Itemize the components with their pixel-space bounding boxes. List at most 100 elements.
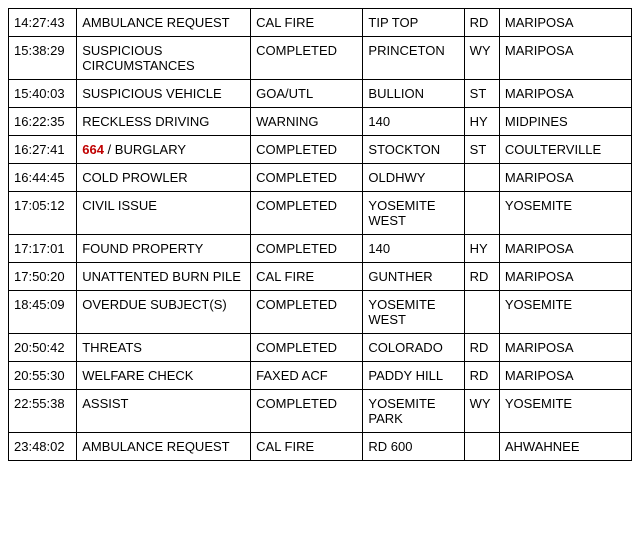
cell-suffix: HY — [464, 108, 499, 136]
cell-location: OLDHWY — [363, 164, 464, 192]
cell-suffix — [464, 164, 499, 192]
cell-suffix: RD — [464, 263, 499, 291]
cell-area: MARIPOSA — [499, 164, 631, 192]
cell-type: COLD PROWLER — [77, 164, 251, 192]
cell-time: 16:27:41 — [9, 136, 77, 164]
cell-location: YOSEMITE PARK — [363, 390, 464, 433]
incident-code: 664 — [82, 142, 104, 157]
table-row: 16:22:35RECKLESS DRIVINGWARNING140HYMIDP… — [9, 108, 632, 136]
cell-type: CIVIL ISSUE — [77, 192, 251, 235]
cell-status: COMPLETED — [251, 192, 363, 235]
table-row: 17:05:12CIVIL ISSUECOMPLETEDYOSEMITE WES… — [9, 192, 632, 235]
table-row: 16:27:41664 / BURGLARYCOMPLETEDSTOCKTONS… — [9, 136, 632, 164]
cell-type: 664 / BURGLARY — [77, 136, 251, 164]
cell-suffix: WY — [464, 37, 499, 80]
cell-status: FAXED ACF — [251, 362, 363, 390]
table-row: 14:27:43AMBULANCE REQUESTCAL FIRETIP TOP… — [9, 9, 632, 37]
dispatch-log-table: 14:27:43AMBULANCE REQUESTCAL FIRETIP TOP… — [8, 8, 632, 461]
cell-type: WELFARE CHECK — [77, 362, 251, 390]
cell-type: THREATS — [77, 334, 251, 362]
cell-area: MARIPOSA — [499, 37, 631, 80]
cell-suffix: ST — [464, 80, 499, 108]
cell-type: UNATTENTED BURN PILE — [77, 263, 251, 291]
cell-location: 140 — [363, 235, 464, 263]
cell-time: 16:44:45 — [9, 164, 77, 192]
cell-time: 14:27:43 — [9, 9, 77, 37]
cell-type: AMBULANCE REQUEST — [77, 433, 251, 461]
cell-type: AMBULANCE REQUEST — [77, 9, 251, 37]
cell-status: CAL FIRE — [251, 263, 363, 291]
cell-location: PRINCETON — [363, 37, 464, 80]
cell-status: COMPLETED — [251, 235, 363, 263]
cell-area: YOSEMITE — [499, 390, 631, 433]
cell-time: 20:50:42 — [9, 334, 77, 362]
cell-time: 17:05:12 — [9, 192, 77, 235]
cell-area: MARIPOSA — [499, 334, 631, 362]
table-row: 15:40:03SUSPICIOUS VEHICLEGOA/UTLBULLION… — [9, 80, 632, 108]
cell-location: BULLION — [363, 80, 464, 108]
cell-area: MIDPINES — [499, 108, 631, 136]
cell-suffix — [464, 192, 499, 235]
table-row: 15:38:29SUSPICIOUS CIRCUMSTANCESCOMPLETE… — [9, 37, 632, 80]
cell-area: MARIPOSA — [499, 235, 631, 263]
table-row: 18:45:09OVERDUE SUBJECT(S)COMPLETEDYOSEM… — [9, 291, 632, 334]
cell-area: MARIPOSA — [499, 263, 631, 291]
cell-time: 17:17:01 — [9, 235, 77, 263]
cell-time: 15:38:29 — [9, 37, 77, 80]
cell-time: 23:48:02 — [9, 433, 77, 461]
table-row: 20:55:30WELFARE CHECKFAXED ACFPADDY HILL… — [9, 362, 632, 390]
table-row: 22:55:38ASSISTCOMPLETEDYOSEMITE PARKWYYO… — [9, 390, 632, 433]
cell-area: MARIPOSA — [499, 362, 631, 390]
cell-time: 15:40:03 — [9, 80, 77, 108]
cell-time: 20:55:30 — [9, 362, 77, 390]
cell-area: YOSEMITE — [499, 192, 631, 235]
cell-status: CAL FIRE — [251, 433, 363, 461]
cell-location: YOSEMITE WEST — [363, 192, 464, 235]
cell-area: COULTERVILLE — [499, 136, 631, 164]
cell-time: 17:50:20 — [9, 263, 77, 291]
cell-type: RECKLESS DRIVING — [77, 108, 251, 136]
cell-status: COMPLETED — [251, 291, 363, 334]
cell-location: PADDY HILL — [363, 362, 464, 390]
cell-location: TIP TOP — [363, 9, 464, 37]
cell-area: YOSEMITE — [499, 291, 631, 334]
cell-status: COMPLETED — [251, 334, 363, 362]
cell-suffix: WY — [464, 390, 499, 433]
cell-location: COLORADO — [363, 334, 464, 362]
cell-suffix: HY — [464, 235, 499, 263]
cell-time: 16:22:35 — [9, 108, 77, 136]
table-row: 16:44:45COLD PROWLERCOMPLETEDOLDHWY MARIP… — [9, 164, 632, 192]
cell-status: COMPLETED — [251, 164, 363, 192]
table-row: 17:50:20UNATTENTED BURN PILECAL FIREGUNT… — [9, 263, 632, 291]
cell-location: GUNTHER — [363, 263, 464, 291]
cell-location: RD 600 — [363, 433, 464, 461]
cell-type: SUSPICIOUS CIRCUMSTANCES — [77, 37, 251, 80]
cell-area: MARIPOSA — [499, 9, 631, 37]
cell-status: WARNING — [251, 108, 363, 136]
cell-location: 140 — [363, 108, 464, 136]
cell-time: 22:55:38 — [9, 390, 77, 433]
table-row: 20:50:42THREATSCOMPLETEDCOLORADORDMARIPO… — [9, 334, 632, 362]
cell-time: 18:45:09 — [9, 291, 77, 334]
cell-area: MARIPOSA — [499, 80, 631, 108]
cell-status: CAL FIRE — [251, 9, 363, 37]
table-row: 17:17:01FOUND PROPERTYCOMPLETED140HYMARI… — [9, 235, 632, 263]
cell-status: COMPLETED — [251, 136, 363, 164]
cell-suffix: RD — [464, 334, 499, 362]
cell-suffix — [464, 291, 499, 334]
table-row: 23:48:02AMBULANCE REQUESTCAL FIRERD 600 A… — [9, 433, 632, 461]
dispatch-log-body: 14:27:43AMBULANCE REQUESTCAL FIRETIP TOP… — [9, 9, 632, 461]
cell-type: FOUND PROPERTY — [77, 235, 251, 263]
cell-type: ASSIST — [77, 390, 251, 433]
cell-area: AHWAHNEE — [499, 433, 631, 461]
cell-location: STOCKTON — [363, 136, 464, 164]
cell-location: YOSEMITE WEST — [363, 291, 464, 334]
cell-status: COMPLETED — [251, 390, 363, 433]
cell-suffix: RD — [464, 362, 499, 390]
incident-type-rest: / BURGLARY — [104, 142, 186, 157]
cell-suffix: RD — [464, 9, 499, 37]
cell-type: SUSPICIOUS VEHICLE — [77, 80, 251, 108]
cell-suffix: ST — [464, 136, 499, 164]
cell-status: COMPLETED — [251, 37, 363, 80]
cell-type: OVERDUE SUBJECT(S) — [77, 291, 251, 334]
